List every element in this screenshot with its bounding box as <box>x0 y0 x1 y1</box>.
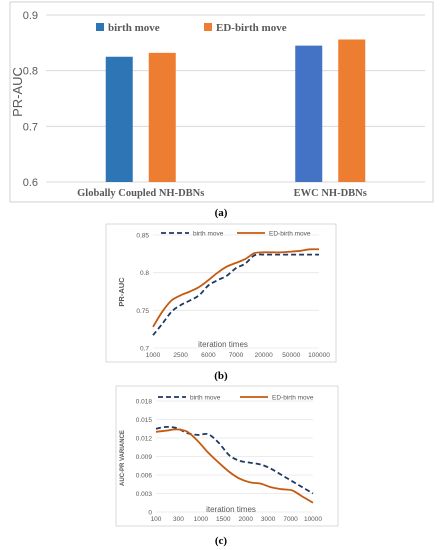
panel-a-caption: (a) <box>215 207 228 219</box>
legend-label: birth move <box>108 22 160 34</box>
panel-b-line-chart: PR-AUC 0.7 0.75 0.8 0.85 1000 2500 6000 7000 20… <box>105 223 337 363</box>
panel-a-bar-chart: PR-AUC 0.6 0.7 0.8 0.9 Globally Coupled NH-… <box>9 1 434 203</box>
panel-b-caption: (b) <box>214 370 228 382</box>
panel-c-y-tick-label: 0.012 <box>136 436 153 443</box>
panel-c-series-ed-birth-move <box>155 428 314 504</box>
panel-b-x-tick-label: 1000 <box>146 352 161 359</box>
legend-swatch-birth-move <box>96 23 104 31</box>
panel-c-y-tick-label: 0.006 <box>136 473 153 480</box>
panel-c-x-axis-label: iteration times <box>206 505 256 514</box>
bar-ed-birth-move-0 <box>148 52 176 182</box>
panel-b-border <box>105 223 337 363</box>
panel-b-y-axis-label: PR-AUC <box>117 277 126 307</box>
panel-b-x-tick-label: 100000 <box>308 352 330 359</box>
panel-b-y-tick-label: 0.75 <box>136 308 149 315</box>
panel-c-y-tick-label: 0.018 <box>136 399 153 406</box>
panel-c-line-chart: AUC-PR VARIANCE 0 0.003 0.006 0.009 0.012 0.0… <box>115 385 339 527</box>
panel-c-legend-label: ED-birth move <box>272 395 314 402</box>
panel-c-x-tick-label: 1500 <box>216 516 231 523</box>
panel-b-x-axis-label: iteration times <box>198 340 248 349</box>
panel-c-y-tick-label: 0.003 <box>136 491 153 498</box>
panel-b-x-tick-label: 6000 <box>201 352 216 359</box>
panel-c-y-axis-label: AUC-PR VARIANCE <box>120 430 126 486</box>
bar-ed-birth-move-1 <box>338 39 366 182</box>
panel-c-x-tick-label: 1000 <box>194 516 209 523</box>
panel-a-y-tick-label: 0.9 <box>23 10 38 22</box>
panel-a-y-axis-label: PR-AUC <box>10 67 25 117</box>
panel-c-caption: (c) <box>215 535 228 547</box>
panel-b-x-tick-label: 7000 <box>229 352 244 359</box>
panel-c-x-tick-label: 300 <box>173 516 184 523</box>
panel-b-series-birth-move <box>152 253 319 336</box>
panel-a-category-label: Globally Coupled NH-DBNs <box>77 188 204 199</box>
panel-b-x-tick-label: 20000 <box>255 352 273 359</box>
panel-b-series-ed-birth-move <box>152 248 320 328</box>
panel-c-x-tick-label: 3000 <box>261 516 276 523</box>
panel-c-x-tick-label: 10000 <box>304 516 322 523</box>
bar-birth-move-0 <box>105 56 133 182</box>
panel-c-legend-label: birth move <box>190 395 221 402</box>
panel-c-series-birth-move <box>155 425 314 495</box>
panel-b-x-tick-label: 50000 <box>282 352 300 359</box>
panel-b-y-tick-label: 0.7 <box>140 346 149 353</box>
panel-c-y-tick-label: 0.009 <box>136 454 153 461</box>
panel-a-y-tick-label: 0.8 <box>23 66 38 78</box>
panel-c-border <box>115 385 339 527</box>
panel-a-y-tick-label: 0.7 <box>23 121 38 133</box>
panel-b-x-tick-label: 2500 <box>173 352 188 359</box>
panel-a-category-label: EWC NH-DBNs <box>294 188 367 199</box>
panel-c-y-tick-label: 0 <box>148 510 152 517</box>
panel-c-y-tick-label: 0.015 <box>136 417 153 424</box>
panel-c-x-tick-label: 7000 <box>283 516 298 523</box>
legend-swatch-ed-birth-move <box>204 23 212 31</box>
panel-b-y-tick-label: 0.85 <box>136 233 149 240</box>
panel-a-y-tick-label: 0.6 <box>23 177 38 189</box>
panel-b-y-tick-label: 0.8 <box>140 270 149 277</box>
panel-c-x-tick-label: 2000 <box>238 516 253 523</box>
panel-b-legend-label: birth move <box>193 231 224 238</box>
legend-label: ED-birth move <box>216 22 287 34</box>
panel-b-legend-label: ED-birth move <box>269 231 311 238</box>
bar-birth-move-1 <box>295 45 323 182</box>
panel-c-x-tick-label: 100 <box>151 516 162 523</box>
